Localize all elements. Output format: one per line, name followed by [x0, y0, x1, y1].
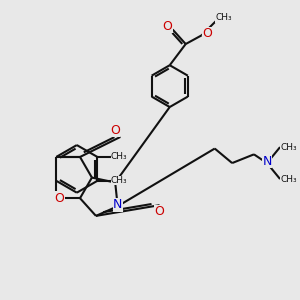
- Text: O: O: [163, 20, 172, 32]
- Text: CH₃: CH₃: [215, 14, 232, 22]
- Text: N: N: [113, 198, 122, 211]
- Text: CH₃: CH₃: [111, 152, 128, 161]
- Text: O: O: [202, 27, 212, 40]
- Text: O: O: [110, 124, 120, 137]
- Text: CH₃: CH₃: [280, 175, 297, 184]
- Text: N: N: [262, 155, 272, 168]
- Text: O: O: [55, 192, 64, 205]
- Text: O: O: [154, 205, 164, 218]
- Text: CH₃: CH₃: [280, 142, 297, 152]
- Text: CH₃: CH₃: [111, 176, 128, 185]
